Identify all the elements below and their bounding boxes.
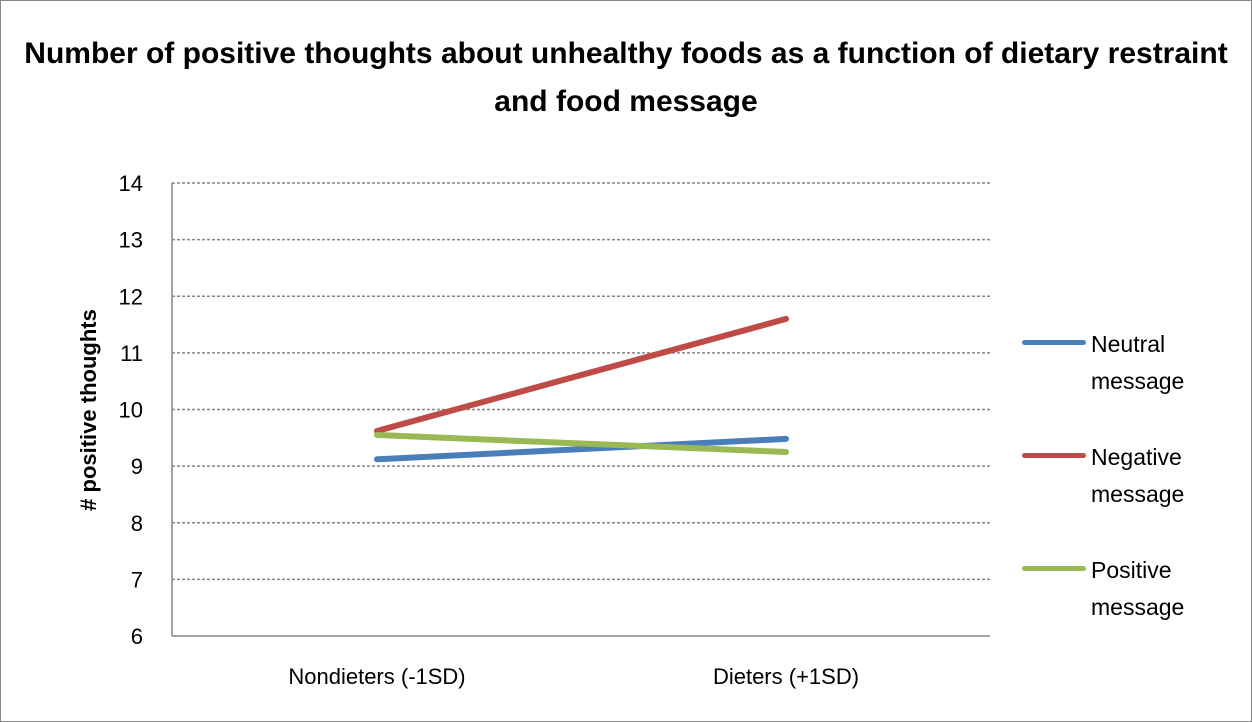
axes xyxy=(171,183,990,637)
legend-swatch xyxy=(1022,340,1086,345)
series-line-positive xyxy=(374,432,789,455)
legend-item: Negative message xyxy=(1022,439,1247,552)
y-tick-label: 10 xyxy=(119,398,143,423)
chart-title: Number of positive thoughts about unheal… xyxy=(24,37,1228,118)
legend-label: Positive message xyxy=(1091,557,1185,620)
gridlines xyxy=(172,182,990,581)
legend-item: Positive message xyxy=(1022,552,1247,665)
legend-label: Neutral message xyxy=(1091,331,1185,394)
y-tick-labels: 6 7 8 9 10 11 12 13 14 xyxy=(119,171,143,649)
y-tick-label: 11 xyxy=(120,341,143,366)
y-tick-label: 12 xyxy=(119,284,143,309)
series-lines xyxy=(374,315,789,463)
y-tick-label: 14 xyxy=(119,171,143,196)
y-tick-label: 13 xyxy=(119,228,143,253)
x-tick-label: Nondieters (-1SD) xyxy=(288,664,465,689)
legend-label: Negative message xyxy=(1091,444,1185,507)
y-tick-label: 6 xyxy=(131,624,143,649)
legend-swatch xyxy=(1022,453,1086,458)
legend: Neutral message Negative message Positive … xyxy=(1022,326,1247,665)
y-tick-label: 8 xyxy=(131,511,143,536)
legend-swatch xyxy=(1022,566,1086,571)
series-line-neutral xyxy=(374,435,789,463)
x-tick-label: Dieters (+1SD) xyxy=(713,664,859,689)
legend-item: Neutral message xyxy=(1022,326,1247,439)
x-tick-labels: Nondieters (-1SD) Dieters (+1SD) xyxy=(288,664,859,689)
y-axis-label: # positive thoughts xyxy=(76,309,101,511)
series-line-negative xyxy=(374,315,789,434)
y-tick-label: 7 xyxy=(131,567,143,592)
y-tick-label: 9 xyxy=(131,454,143,479)
